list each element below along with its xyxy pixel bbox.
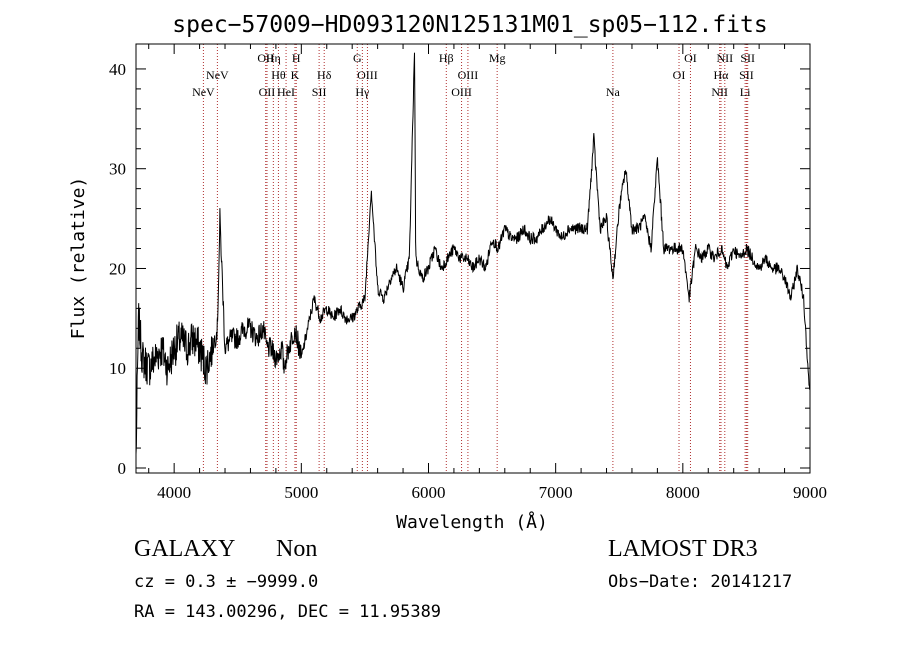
line-label-Hβ: Hβ bbox=[439, 51, 454, 65]
x-tick-label: 8000 bbox=[666, 483, 700, 502]
y-tick-label: 40 bbox=[109, 60, 126, 79]
line-label-OI: OI bbox=[684, 51, 697, 65]
line-label-OIII: OIII bbox=[458, 68, 479, 82]
x-tick-label: 9000 bbox=[793, 483, 827, 502]
line-label-NeV: NeV bbox=[192, 85, 215, 99]
line-label-Na: Na bbox=[606, 85, 621, 99]
y-tick-label: 30 bbox=[109, 160, 126, 179]
ra-dec: RA = 143.00296, DEC = 11.95389 bbox=[134, 602, 442, 622]
line-label-NII: NII bbox=[716, 51, 733, 65]
x-tick-label: 6000 bbox=[411, 483, 445, 502]
line-label-OIII: OIII bbox=[357, 68, 378, 82]
line-label-SII: SII bbox=[312, 85, 327, 99]
line-label-SII: SII bbox=[739, 68, 754, 82]
line-label-OIII: OIII bbox=[451, 85, 472, 99]
y-tick-label: 0 bbox=[118, 459, 127, 478]
axis-tick-labels: 4000 5000 6000 7000 8000 9000 0 10 20 30 40 bbox=[109, 60, 827, 502]
y-axis-label: Flux (relative) bbox=[68, 177, 89, 340]
line-label-Hδ: Hδ bbox=[317, 68, 332, 82]
survey-name: LAMOST DR3 bbox=[608, 536, 758, 562]
line-label-NeV: NeV bbox=[206, 68, 229, 82]
spectrum-line bbox=[135, 52, 811, 455]
axis-ticks bbox=[136, 44, 811, 473]
line-label-Hα: Hα bbox=[714, 68, 730, 82]
object-subclass: Non bbox=[276, 536, 318, 562]
line-label-OII: OII bbox=[257, 51, 274, 65]
line-label-HeI: HeI bbox=[277, 85, 295, 99]
x-axis-label: Wavelength (Å) bbox=[396, 511, 548, 533]
x-tick-label: 4000 bbox=[157, 483, 191, 502]
redshift-cz: cz = 0.3 ± −9999.0 bbox=[134, 572, 319, 592]
y-tick-label: 10 bbox=[109, 359, 126, 378]
line-label-Hθ: Hθ bbox=[271, 68, 286, 82]
line-label-G: G bbox=[353, 51, 362, 65]
emission-line-markers bbox=[202, 44, 749, 473]
x-tick-label: 7000 bbox=[539, 483, 573, 502]
line-label-NII: NII bbox=[711, 85, 728, 99]
line-label-Li: Li bbox=[740, 85, 751, 99]
chart-title: spec−57009−HD093120N125131M01_sp05−112.f… bbox=[172, 12, 767, 38]
object-class: GALAXY bbox=[134, 536, 236, 562]
line-label-SII: SII bbox=[740, 51, 755, 65]
line-label-Hγ: Hγ bbox=[355, 85, 370, 99]
y-tick-label: 20 bbox=[109, 259, 126, 278]
line-label-Hη: Hη bbox=[266, 51, 281, 65]
x-tick-label: 5000 bbox=[284, 483, 318, 502]
line-label-K: K bbox=[291, 68, 300, 82]
line-label-OI: OI bbox=[673, 68, 686, 82]
line-label-H: H bbox=[292, 51, 301, 65]
line-label-Mg: Mg bbox=[489, 51, 506, 65]
line-label-OII: OII bbox=[259, 85, 276, 99]
obs-date: Obs−Date: 20141217 bbox=[608, 572, 793, 592]
plot-frame bbox=[135, 43, 811, 474]
